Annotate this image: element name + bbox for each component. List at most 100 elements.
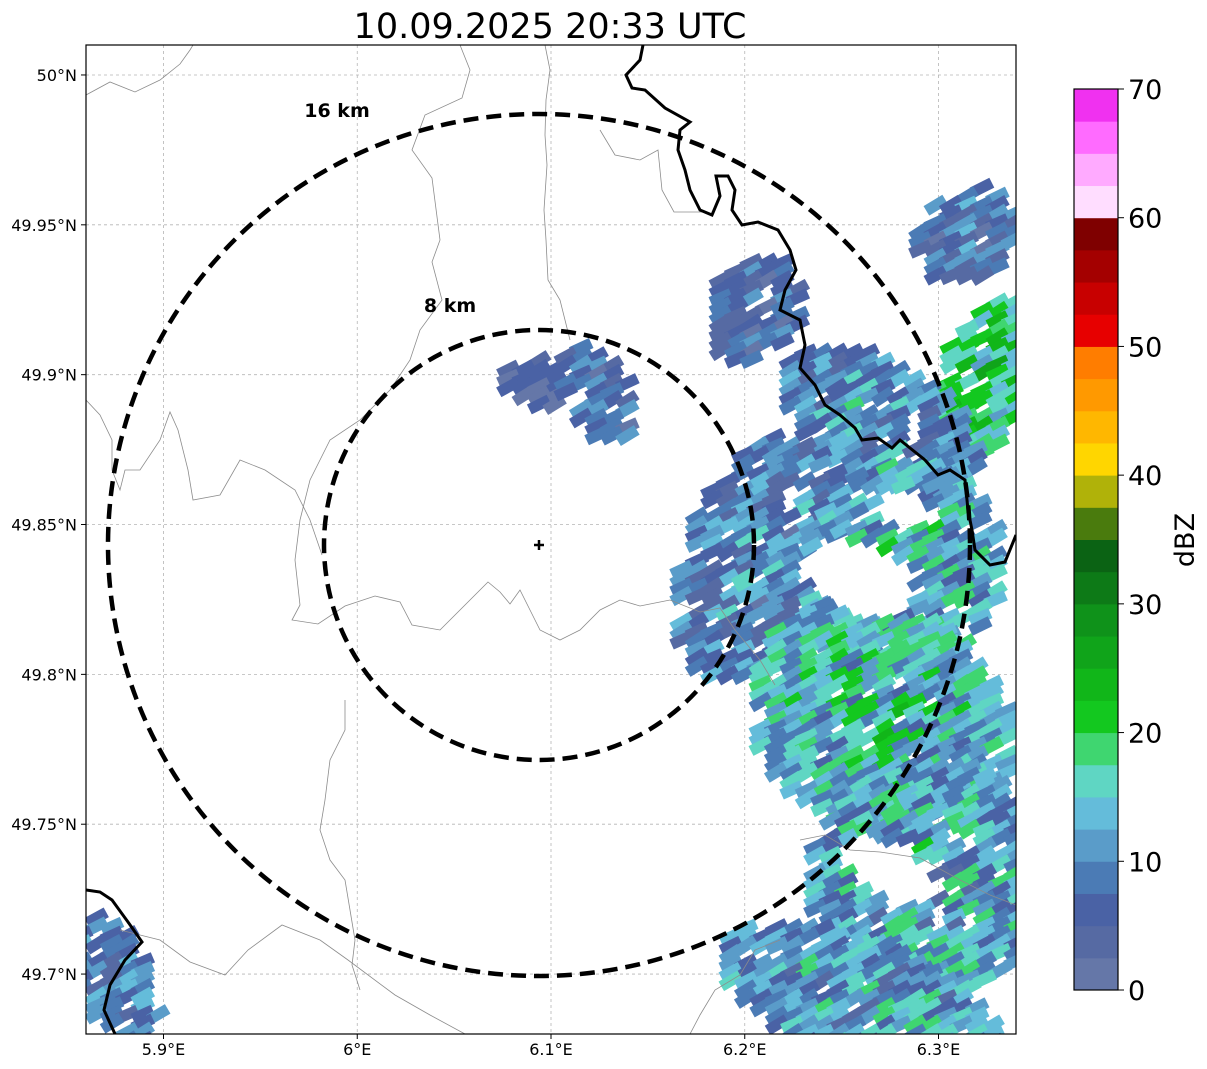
- reflectivity-cell: [906, 590, 931, 610]
- reflectivity-cell: [964, 1014, 990, 1034]
- reflectivity-cell: [841, 1032, 867, 1034]
- colorbar-bin: [1074, 732, 1118, 766]
- reflectivity-cell: [730, 453, 756, 475]
- reflectivity-cell: [908, 221, 933, 243]
- reflectivity-cell: [980, 1032, 1005, 1034]
- reflectivity-cell: [985, 363, 1011, 383]
- reflectivity-cell: [887, 612, 912, 634]
- reflectivity-cell: [723, 350, 749, 369]
- reflectivity-cell: [708, 340, 734, 362]
- reflectivity-cell: [829, 483, 854, 505]
- reflectivity-cell: [746, 463, 771, 483]
- reflectivity-cell: [748, 683, 774, 703]
- colorbar-bin: [1074, 571, 1118, 605]
- reflectivity-cell: [888, 1041, 913, 1061]
- reflectivity-cell: [86, 934, 94, 954]
- colorbar-bin: [1074, 249, 1118, 283]
- reflectivity-cell: [526, 385, 552, 407]
- reflectivity-cell: [770, 296, 795, 317]
- reflectivity-cell: [921, 554, 947, 575]
- reflectivity-cell: [937, 492, 962, 513]
- reflectivity-cell: [803, 898, 828, 919]
- reflectivity-cell: [941, 907, 967, 927]
- reflectivity-cell: [826, 1031, 851, 1034]
- reflectivity-cell: [921, 493, 947, 513]
- colorbar: 0 10 20 30 40 50 60 70 dBZ: [1073, 75, 1201, 1007]
- reflectivity-cell: [748, 727, 774, 748]
- reflectivity-cell: [615, 425, 640, 447]
- reflectivity-cell: [980, 1050, 1005, 1069]
- reflectivity-cell: [864, 819, 890, 839]
- reflectivity-cell: [669, 559, 694, 580]
- region-border: [799, 834, 1016, 906]
- reflectivity-cell: [526, 394, 552, 415]
- colorbar-bin: [1074, 475, 1118, 508]
- colorbar-bin: [1074, 764, 1118, 798]
- reflectivity-cell: [778, 368, 804, 390]
- reflectivity-cell: [780, 1015, 805, 1034]
- reflectivity-cell: [875, 528, 901, 548]
- reflectivity-cell: [1034, 898, 1059, 919]
- reflectivity-cell: [807, 497, 833, 519]
- reflectivity-cell: [873, 1058, 898, 1069]
- colorbar-bin: [1074, 861, 1118, 894]
- reflectivity-cell: [985, 327, 1011, 349]
- reflectivity-cell: [875, 474, 901, 496]
- reflectivity-cell: [99, 1004, 125, 1024]
- region-border: [599, 129, 704, 213]
- country-border: [624, 45, 1016, 567]
- reflectivity-cell: [798, 528, 824, 548]
- region-border: [119, 924, 466, 1034]
- reflectivity-cell: [115, 1021, 140, 1034]
- reflectivity-cell: [875, 457, 901, 478]
- reflectivity-cell: [748, 691, 774, 713]
- reflectivity-cell: [718, 943, 744, 965]
- reflectivity-cell: [840, 709, 866, 730]
- reflectivity-cell: [1016, 336, 1041, 357]
- reflectivity-cell: [746, 586, 771, 606]
- reflectivity-cell: [860, 527, 885, 549]
- reflectivity-cell: [887, 629, 912, 651]
- colorbar-bin: [1074, 829, 1118, 862]
- reflectivity-cell: [1019, 819, 1044, 839]
- reflectivity-cell: [813, 501, 839, 522]
- reflectivity-cell: [568, 407, 594, 429]
- reflectivity-cell: [938, 194, 964, 216]
- reflectivity-cell: [937, 502, 962, 522]
- reflectivity-cell: [684, 647, 710, 669]
- reflectivity-cell: [764, 1005, 790, 1027]
- reflectivity-cell: [921, 466, 947, 487]
- reflectivity-cell: [980, 1041, 1005, 1061]
- reflectivity-cell: [903, 1014, 928, 1034]
- reflectivity-cell: [873, 1050, 898, 1069]
- reflectivity-cell: [967, 616, 993, 636]
- reflectivity-cell: [770, 270, 795, 291]
- borders-layer: [86, 45, 1016, 1034]
- reflectivity-cell: [700, 586, 725, 606]
- reflectivity-cell: [890, 545, 916, 567]
- reflectivity-cell: [803, 880, 828, 901]
- reflectivity-cell: [1034, 889, 1058, 910]
- reflectivity-cell: [708, 296, 734, 317]
- region-border: [543, 45, 571, 341]
- reflectivity-cell: [818, 845, 844, 866]
- colorbar-bin: [1074, 668, 1118, 701]
- reflectivity-cell: [923, 194, 949, 216]
- reflectivity-cell: [919, 1058, 944, 1069]
- reflectivity-cell: [779, 780, 804, 800]
- reflectivity-cell: [864, 897, 890, 919]
- reflectivity-cell: [950, 1058, 974, 1069]
- y-tick-label: 50°N: [37, 66, 77, 85]
- reflectivity-cell: [763, 621, 789, 642]
- reflectivity-cell: [926, 845, 951, 866]
- reflectivity-cell: [917, 413, 942, 434]
- reflectivity-cell: [833, 810, 859, 831]
- reflectivity-cell: [748, 674, 774, 694]
- reflectivity-cell: [910, 845, 936, 866]
- reflectivity-cell: [86, 968, 94, 990]
- reflectivity-cell: [941, 889, 967, 911]
- reflectivity-cell: [764, 1014, 790, 1034]
- colorbar-bin: [1074, 153, 1118, 187]
- reflectivity-cell: [708, 305, 734, 326]
- reflectivity-cell: [872, 1005, 898, 1027]
